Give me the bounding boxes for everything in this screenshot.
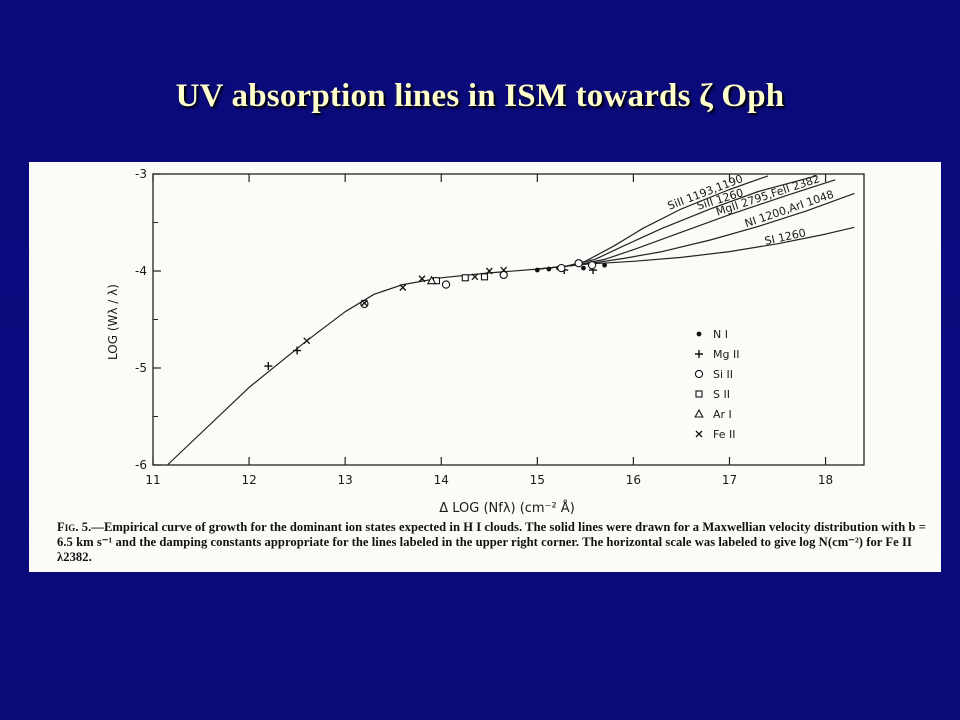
data-point-dot bbox=[602, 262, 607, 268]
data-point-x bbox=[399, 284, 407, 291]
data-point-circle bbox=[499, 270, 508, 280]
caption-text: —Empirical curve of growth for the domin… bbox=[57, 520, 926, 564]
figure-panel: 11 12 13 14 15 16 17 18 -3 -4 -5 -6 SiII 1193,1190 S… bbox=[29, 162, 941, 572]
x-tick-label: 16 bbox=[626, 473, 641, 487]
y-axis-label: LOG (Wλ / λ) bbox=[106, 284, 120, 360]
legend-label: Si II bbox=[713, 368, 733, 381]
x-tick-label: 13 bbox=[338, 473, 353, 487]
data-point-x bbox=[360, 299, 368, 307]
data-point-circle bbox=[574, 259, 583, 268]
data-point-x bbox=[303, 337, 311, 345]
x-tick-label: 15 bbox=[530, 473, 545, 487]
data-point-x bbox=[485, 267, 493, 275]
data-point-plus bbox=[293, 346, 302, 355]
data-point-x bbox=[471, 273, 479, 281]
legend-marker bbox=[695, 350, 703, 358]
data-point-circle bbox=[587, 261, 597, 270]
y-tick-label: -3 bbox=[135, 167, 147, 181]
legend-marker bbox=[696, 331, 702, 337]
legend-marker bbox=[694, 369, 704, 379]
axes: 11 12 13 14 15 16 17 18 -3 -4 -5 -6 bbox=[135, 167, 865, 487]
data-point-dot bbox=[581, 265, 586, 271]
slide-title: UV absorption lines in ISM towards ζ Oph bbox=[175, 78, 785, 114]
y-tick-label: -5 bbox=[135, 361, 147, 375]
legend-label: Ar I bbox=[713, 408, 732, 421]
data-point-dot bbox=[546, 266, 552, 272]
data-point-square bbox=[480, 273, 489, 281]
data-point-x bbox=[500, 266, 508, 274]
data-point-x bbox=[418, 275, 426, 283]
legend: N I Mg II Si II S II Ar I Fe II bbox=[694, 328, 739, 441]
x-tick-label: 11 bbox=[145, 473, 160, 487]
curve-of-growth-chart: 11 12 13 14 15 16 17 18 -3 -4 -5 -6 SiII 1193,1190S… bbox=[106, 167, 865, 516]
legend-marker bbox=[694, 408, 704, 418]
x-tick-label: 12 bbox=[241, 473, 256, 487]
legend-marker bbox=[695, 430, 703, 438]
data-point-square bbox=[461, 274, 469, 282]
data-point-triangle bbox=[426, 275, 437, 285]
y-tick-label: -6 bbox=[135, 458, 147, 472]
legend-label: N I bbox=[713, 328, 728, 341]
curve-label: SI 1260 bbox=[763, 226, 807, 247]
data-point-circle bbox=[557, 263, 566, 273]
curve-line bbox=[537, 175, 817, 270]
legend-label: S II bbox=[713, 388, 730, 401]
legend-label: Fe II bbox=[713, 428, 735, 441]
data-point-circle bbox=[360, 299, 369, 309]
data-point-plus bbox=[264, 362, 273, 371]
legend-label: Mg II bbox=[713, 348, 739, 361]
x-tick-label: 18 bbox=[818, 473, 833, 487]
x-tick-label: 14 bbox=[434, 473, 449, 487]
x-tick-label: 17 bbox=[722, 473, 737, 487]
curve-line bbox=[166, 175, 769, 466]
data-points bbox=[264, 259, 607, 371]
caption-label: Fig. 5. bbox=[57, 520, 92, 534]
figure-caption: Fig. 5.—Empirical curve of growth for th… bbox=[57, 520, 933, 565]
data-point-dot bbox=[534, 267, 540, 273]
legend-marker bbox=[695, 390, 703, 398]
data-point-circle bbox=[441, 280, 451, 289]
y-tick-label: -4 bbox=[135, 264, 147, 278]
x-axis-label: Δ LOG (Nfλ) (cm⁻² Å) bbox=[439, 500, 575, 516]
